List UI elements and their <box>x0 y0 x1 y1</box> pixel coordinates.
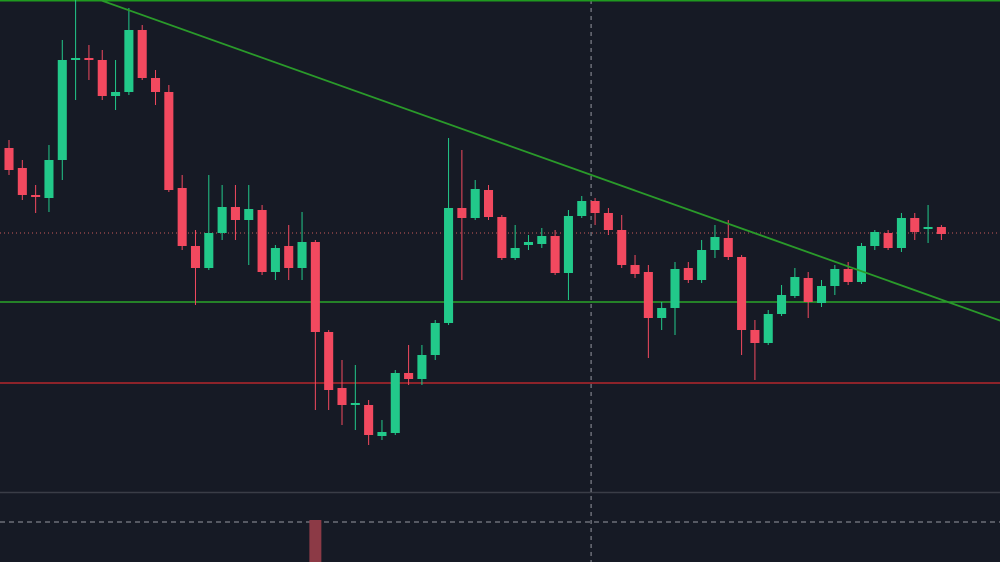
volume-bar <box>309 520 322 562</box>
candle-body <box>763 314 773 343</box>
candle-body <box>737 257 747 330</box>
candle-body <box>843 269 853 282</box>
candle-body <box>4 148 14 170</box>
candle-body <box>470 189 480 218</box>
candle-body <box>816 286 827 303</box>
candle-body <box>390 373 400 433</box>
candle-body <box>177 188 187 246</box>
candle-body <box>710 237 720 250</box>
candle-body <box>417 355 427 379</box>
candle-body <box>310 242 320 332</box>
candle-body <box>803 278 813 302</box>
candle-body <box>324 332 334 390</box>
candle-body <box>377 432 387 436</box>
candle-body <box>364 405 374 435</box>
candle-body <box>444 208 454 323</box>
candle-body <box>84 58 94 60</box>
candle-body <box>923 227 933 229</box>
candle-body <box>297 242 307 268</box>
trendline <box>99 0 1000 322</box>
candle-body <box>657 308 667 318</box>
candle-body <box>111 92 121 96</box>
candle-body <box>683 268 693 280</box>
candle-body <box>204 233 214 268</box>
candle-body <box>97 60 107 96</box>
candle-body <box>404 373 414 379</box>
candle-body <box>510 248 520 258</box>
candle-body <box>630 265 640 274</box>
candle-body <box>257 210 267 272</box>
candle-body <box>617 230 627 265</box>
candle-body <box>124 30 134 92</box>
candle-body <box>750 330 760 343</box>
candle-body <box>910 218 920 232</box>
candle-body <box>190 246 201 268</box>
candle-body <box>577 201 587 216</box>
candle-body <box>883 233 893 248</box>
candle-body <box>497 217 507 258</box>
candle-body <box>164 92 174 190</box>
candle-body <box>137 30 147 78</box>
candle-body <box>523 242 534 245</box>
candle-body <box>284 246 294 268</box>
candle-body <box>870 232 880 246</box>
candle-body <box>563 216 573 273</box>
candle-body <box>483 190 494 217</box>
candle-body <box>244 209 254 220</box>
candle-body <box>590 201 600 213</box>
candle-body <box>71 58 81 60</box>
candle-body <box>643 272 653 318</box>
candle-body <box>430 323 440 355</box>
candle-body <box>230 207 240 220</box>
candle-body <box>270 248 280 272</box>
candle-body <box>150 78 161 92</box>
candle-body <box>777 295 787 314</box>
candle-body <box>57 60 67 160</box>
candle-body <box>17 168 27 195</box>
candle-body <box>723 238 733 257</box>
candle-body <box>697 250 707 280</box>
candle-body <box>790 277 800 296</box>
candle-body <box>44 160 54 198</box>
candle-body <box>217 207 227 233</box>
candle-body <box>350 403 360 405</box>
candle-body <box>670 269 680 308</box>
candle-body <box>537 236 547 244</box>
candle-body <box>896 218 906 248</box>
candle-body <box>936 227 946 234</box>
candle-body <box>830 269 840 286</box>
candle-body <box>856 246 867 282</box>
candle-body <box>337 388 347 405</box>
candle-body <box>457 208 467 218</box>
candle-body <box>31 195 41 197</box>
candle-body <box>550 236 560 273</box>
candle-body <box>603 213 613 230</box>
